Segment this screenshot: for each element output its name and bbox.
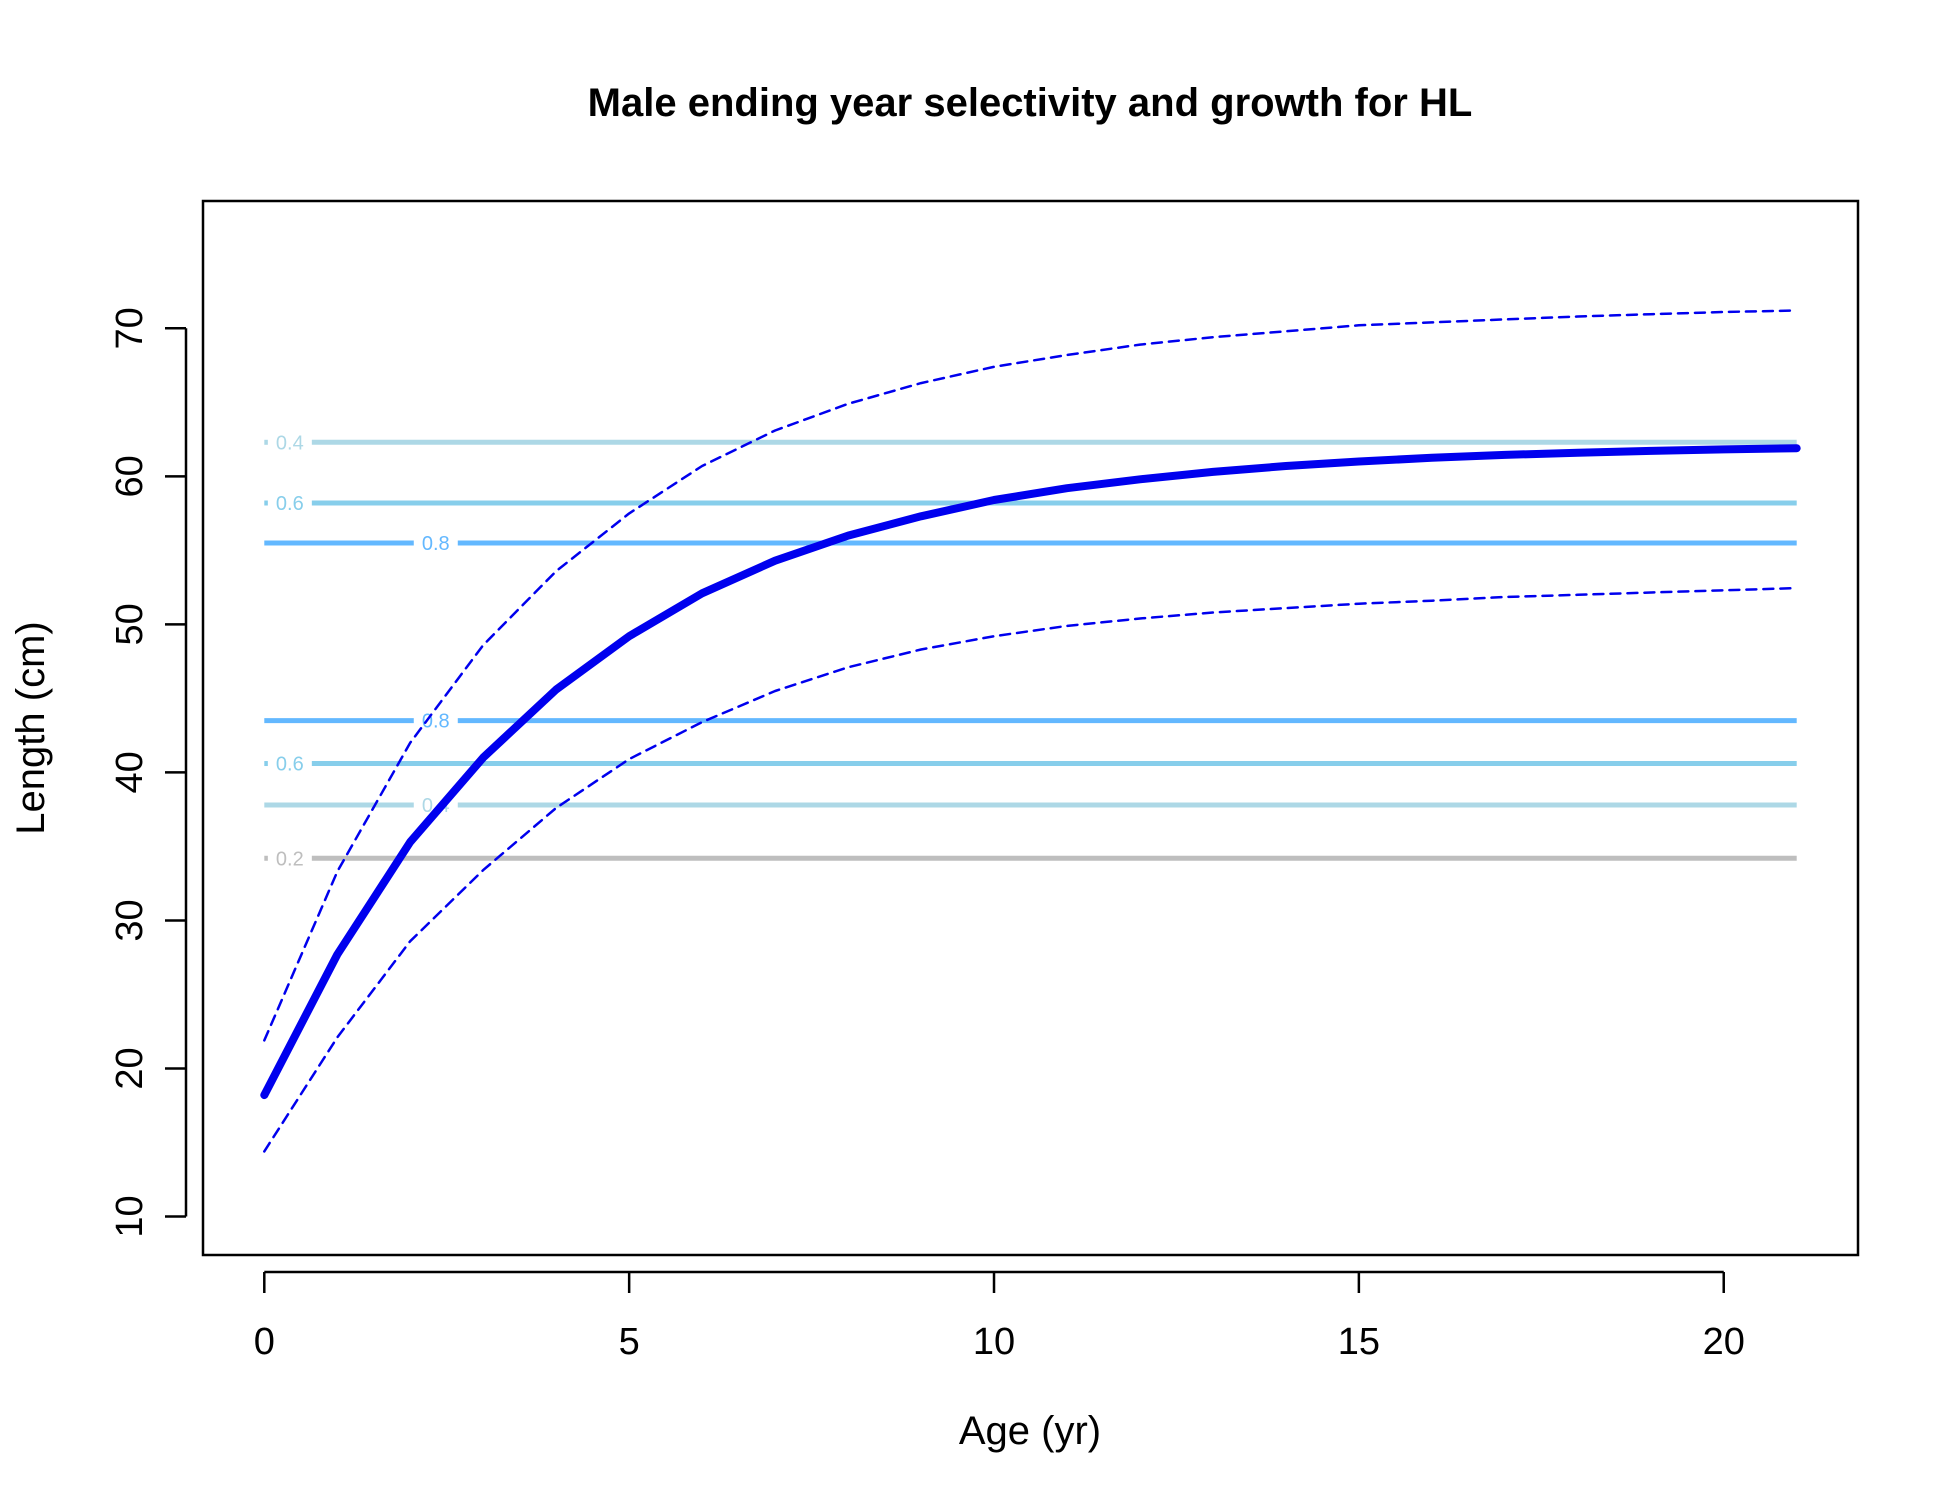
y-tick-label: 40 <box>109 751 151 793</box>
y-tick-label: 50 <box>109 603 151 645</box>
contour-label: 0.2 <box>276 848 304 870</box>
mean-length-at-age-line <box>260 444 1801 1100</box>
lower-bound-line <box>263 586 1798 1153</box>
plot-frame <box>201 199 1860 1257</box>
selectivity-contours: 0.40.60.80.80.60.40.2 <box>264 432 1797 870</box>
x-tick-label: 15 <box>1338 1321 1380 1363</box>
y-tick-label: 70 <box>109 307 151 349</box>
x-axis: 0 5 10 15 20 <box>254 1270 1745 1363</box>
x-tick-label: 10 <box>973 1321 1015 1363</box>
chart-title: Male ending year selectivity and growth … <box>588 81 1473 125</box>
contour-label: 0.8 <box>422 533 450 555</box>
contour-label: 0.6 <box>276 754 304 776</box>
growth-curves <box>260 309 1801 1153</box>
y-axis-label: Length (cm) <box>9 621 53 834</box>
x-axis-label: Age (yr) <box>959 1409 1101 1453</box>
x-tick-label: 5 <box>619 1321 640 1363</box>
contour-label: 0.6 <box>276 493 304 515</box>
x-tick-label: 20 <box>1703 1321 1745 1363</box>
x-tick-label: 0 <box>254 1321 275 1363</box>
y-axis: 10 20 30 40 50 60 70 <box>109 307 188 1238</box>
y-tick-label: 60 <box>109 455 151 497</box>
contour-label: 0.4 <box>276 432 304 454</box>
y-tick-label: 10 <box>109 1195 151 1237</box>
y-tick-label: 20 <box>109 1047 151 1089</box>
upper-bound-line <box>263 309 1798 1042</box>
y-tick-label: 30 <box>109 899 151 941</box>
